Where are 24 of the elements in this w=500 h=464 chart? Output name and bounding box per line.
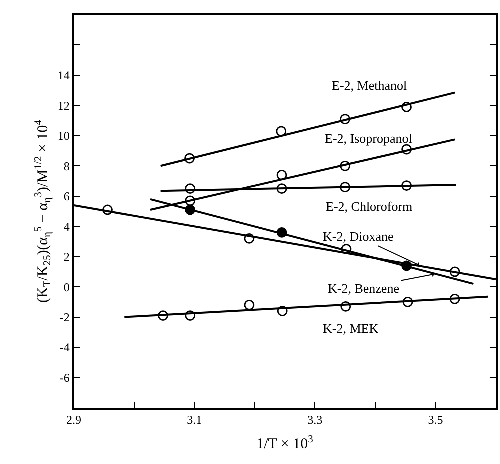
annotation: E-2, Chloroform [326, 199, 413, 214]
y-tick-label: 12 [58, 98, 70, 113]
y-tick-label: 6 [64, 190, 70, 204]
x-tick-label: 3.3 [308, 413, 323, 428]
x-tick-label: 3.1 [187, 413, 202, 428]
annotation: K-2, Dioxane [323, 229, 394, 244]
annotation: E-2, Methanol [332, 78, 408, 93]
x-tick-label: 3.5 [428, 413, 444, 428]
y-tick-label: 0 [64, 280, 70, 294]
y-tick-label: 8 [64, 159, 70, 174]
y-tick-label: 14 [58, 68, 70, 83]
y-tick-label: 2 [64, 250, 70, 264]
y-tick-label: 4 [64, 220, 70, 234]
annotation: K-2, MEK [323, 321, 380, 336]
point [276, 126, 287, 137]
y-tick-label: -2 [60, 310, 70, 325]
point [244, 300, 255, 310]
y-tick-label: -6 [60, 370, 70, 385]
y-tick-label: -4 [60, 340, 70, 355]
y-tick-label: 10 [58, 129, 70, 144]
annotation: K-2, Benzene [328, 281, 400, 296]
x-axis-title: 1/T × 10$^{3}$ [256, 434, 314, 453]
annotation: E-2, Isopropanol [325, 131, 413, 146]
x-tick-label: 2.9 [66, 413, 82, 428]
